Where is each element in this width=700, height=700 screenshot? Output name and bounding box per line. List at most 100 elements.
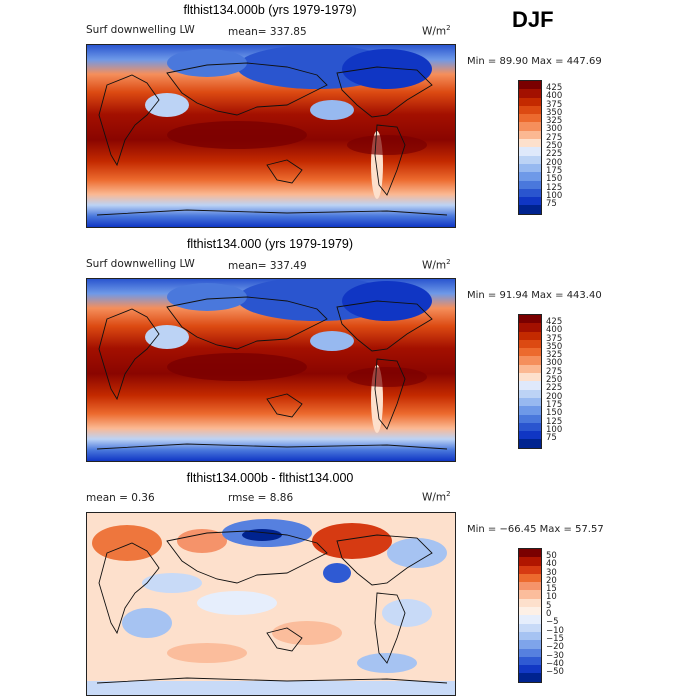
colorbar-segment	[519, 373, 541, 382]
difference-patches	[87, 519, 455, 695]
colorbar-segment	[519, 598, 541, 608]
colorbar-segment	[519, 623, 541, 632]
colorbar-1	[518, 80, 542, 215]
colorbar-segment	[519, 339, 541, 349]
map-panel-1	[86, 44, 456, 228]
panel-2-units: W/m2	[422, 258, 451, 272]
warm-tropics-patches	[167, 353, 427, 387]
colorbar-segment	[519, 648, 541, 657]
colorbar-segment	[519, 665, 541, 674]
colorbar-label: 350	[546, 341, 563, 352]
colorbar-segment	[519, 356, 541, 365]
colorbar-3-labels: 50 40 30 20 15 10 5 0 −5 −10 −15 −20 −30 −40 −50	[546, 551, 564, 677]
panel-3-rmse: rmse = 8.86	[228, 492, 294, 504]
colorbar-segment	[519, 323, 541, 332]
colorbar-segment	[519, 331, 541, 340]
colorbar-segment	[519, 573, 541, 583]
colorbar-segment	[519, 205, 541, 214]
colorbar-label: 375	[546, 99, 563, 110]
colorbar-segment	[519, 315, 541, 324]
colorbar-segment	[519, 557, 541, 566]
colorbar-label: 0	[546, 609, 552, 620]
colorbar-label: 225	[546, 149, 563, 160]
colorbar-segment	[519, 582, 541, 591]
colorbar-label: 250	[546, 141, 563, 152]
panel-3-minmax: Min = −66.45 Max = 57.57	[467, 524, 604, 535]
colorbar-label: 100	[546, 424, 563, 435]
colorbar-label: −40	[546, 658, 564, 669]
colorbar-label: 150	[546, 408, 563, 419]
panel-3-mean: mean = 0.36	[86, 492, 155, 504]
colorbar-label: 225	[546, 383, 563, 394]
colorbar-1-labels: 425 400 375 350 325 300 275 250 225 200 175 150 125 1…	[546, 83, 563, 210]
colorbar-label: 75	[546, 199, 557, 210]
colorbar-label: 425	[546, 317, 563, 327]
colorbar-segment	[519, 197, 541, 206]
colorbar-segment	[519, 422, 541, 432]
colorbar-label: 350	[546, 107, 563, 118]
colorbar-label: 300	[546, 124, 563, 135]
cold-continent-patches	[145, 45, 432, 199]
colorbar-segment	[519, 147, 541, 156]
colorbar-label: 375	[546, 333, 563, 344]
colorbar-label: 75	[546, 433, 557, 444]
coastlines	[96, 296, 448, 450]
coastlines	[96, 530, 448, 684]
panel-3-title: flthist134.000b - flthist134.000	[186, 471, 354, 485]
colorbar-segment	[519, 590, 541, 599]
colorbar-segment	[519, 406, 541, 415]
colorbar-segment	[519, 631, 541, 641]
colorbar-segment	[519, 105, 541, 115]
colorbar-label: 50	[546, 551, 557, 561]
colorbar-label: 325	[546, 116, 563, 127]
colorbar-label: 250	[546, 375, 563, 386]
colorbar-segment	[519, 139, 541, 148]
colorbar-label: −20	[546, 642, 564, 653]
map-panel-3	[86, 512, 456, 696]
colorbar-label: 125	[546, 182, 563, 193]
colorbar-2	[518, 314, 542, 449]
colorbar-segment	[519, 607, 541, 616]
colorbar-label: 325	[546, 350, 563, 361]
panel-1-variable: Surf downwelling LW	[86, 24, 195, 36]
colorbar-segment	[519, 389, 541, 398]
warm-tropics-patches	[167, 121, 427, 155]
colorbar-label: 125	[546, 416, 563, 427]
map-panel-2	[86, 278, 456, 462]
coastlines	[96, 62, 448, 216]
colorbar-label: 275	[546, 132, 563, 143]
colorbar-segment	[519, 130, 541, 140]
colorbar-segment	[519, 97, 541, 106]
colorbar-segment	[519, 172, 541, 181]
colorbar-segment	[519, 414, 541, 423]
colorbar-segment	[519, 122, 541, 131]
colorbar-segment	[519, 364, 541, 374]
colorbar-label: 200	[546, 157, 563, 168]
colorbar-segment	[519, 163, 541, 173]
colorbar-label: 10	[546, 592, 557, 603]
colorbar-segment	[519, 114, 541, 123]
colorbar-segment	[519, 180, 541, 189]
colorbar-segment	[519, 348, 541, 357]
panel-2-mean: mean= 337.49	[228, 260, 307, 272]
colorbar-label: 400	[546, 325, 563, 336]
colorbar-label: 300	[546, 358, 563, 369]
colorbar-label: 425	[546, 83, 563, 93]
colorbar-label: −10	[546, 625, 564, 636]
colorbar-segment	[519, 431, 541, 440]
colorbar-label: 30	[546, 567, 557, 578]
panel-2-minmax: Min = 91.94 Max = 443.40	[467, 290, 602, 301]
panel-1-title: flthist134.000b (yrs 1979-1979)	[183, 3, 357, 17]
colorbar-label: 175	[546, 165, 563, 176]
season-label: DJF	[512, 7, 554, 32]
panel-2-variable: Surf downwelling LW	[86, 258, 195, 270]
colorbar-label: 15	[546, 584, 557, 595]
colorbar-label: −15	[546, 633, 564, 644]
colorbar-segment	[519, 81, 541, 90]
colorbar-label: 275	[546, 366, 563, 377]
colorbar-label: −5	[546, 617, 559, 628]
colorbar-label: 175	[546, 399, 563, 410]
colorbar-segment	[519, 89, 541, 98]
colorbar-segment	[519, 155, 541, 164]
colorbar-label: 20	[546, 575, 557, 586]
